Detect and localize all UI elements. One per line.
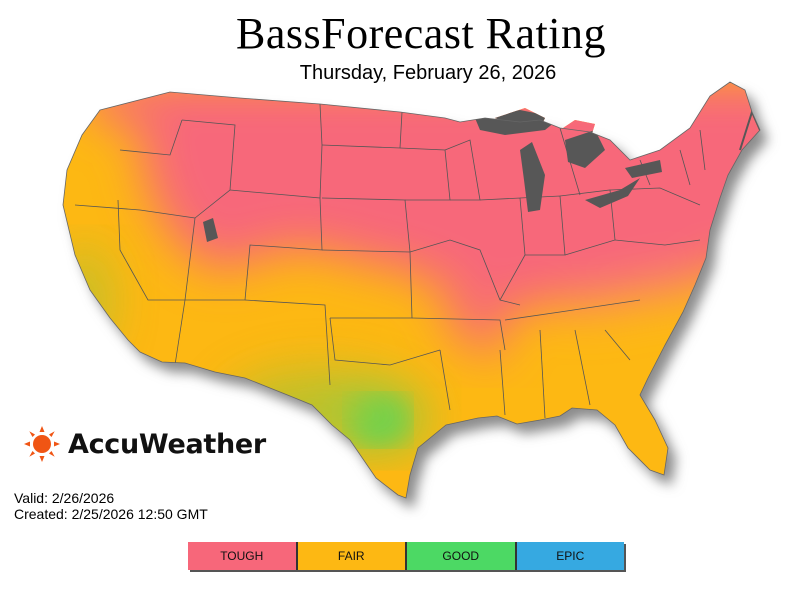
us-rating-map bbox=[62, 81, 768, 508]
created-date: Created: 2/25/2026 12:50 GMT bbox=[14, 506, 208, 522]
legend-item-epic: EPIC bbox=[516, 542, 624, 570]
legend-item-fair: FAIR bbox=[297, 542, 407, 570]
map-title: BassForecast Rating bbox=[235, 9, 606, 58]
country-outline bbox=[62, 81, 761, 499]
accuweather-brand: AccuWeather bbox=[24, 424, 266, 464]
sun-icon bbox=[24, 426, 60, 462]
forecast-meta: Valid: 2/26/2026 Created: 2/25/2026 12:5… bbox=[14, 490, 208, 522]
forecast-date: Thursday, February 26, 2026 bbox=[299, 62, 557, 84]
legend-item-tough: TOUGH bbox=[188, 542, 298, 570]
valid-date: Valid: 2/26/2026 bbox=[14, 490, 115, 506]
state-borders bbox=[74, 103, 706, 419]
rating-legend: TOUGH FAIR GOOD EPIC bbox=[188, 542, 624, 570]
legend-item-good: GOOD bbox=[407, 542, 517, 570]
brand-name: AccuWeather bbox=[68, 428, 266, 460]
